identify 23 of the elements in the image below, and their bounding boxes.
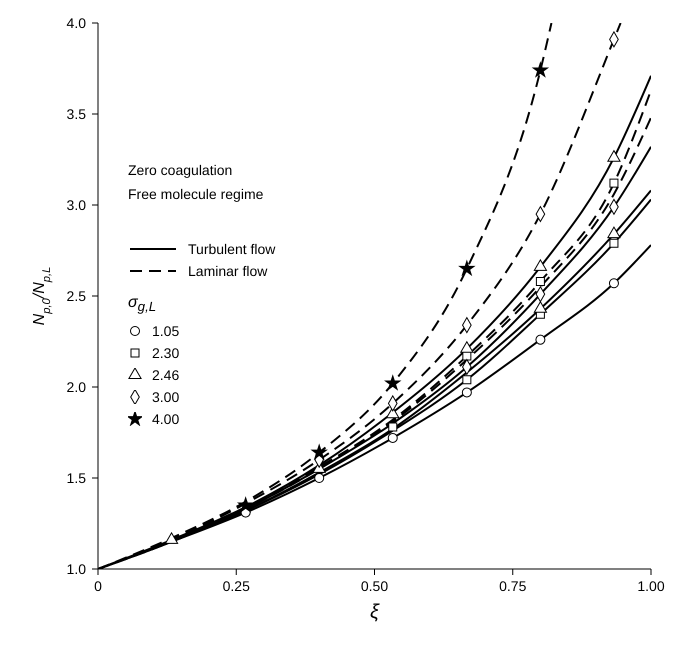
legend-label: 4.00 — [152, 411, 180, 428]
annotation: Free molecule regime — [128, 185, 264, 204]
legend-title: σ$_{g,L}$ — [128, 294, 158, 314]
y-tick-label: 3.0 — [66, 197, 86, 213]
legend-label: Turbulent flow — [188, 241, 276, 257]
x-tick-label: 0.75 — [499, 578, 527, 594]
x-tick-label: 0.25 — [222, 578, 250, 594]
legend-label: 3.00 — [152, 389, 180, 406]
x-tick-label: 1.00 — [637, 578, 665, 594]
x-axis-title: ξ — [370, 601, 380, 623]
y-tick-label: 1.5 — [66, 470, 86, 486]
y-tick-label: 2.0 — [66, 379, 86, 395]
y-tick-label: 2.5 — [66, 288, 86, 304]
x-tick-label: 0 — [94, 578, 102, 594]
y-tick-label: 3.5 — [66, 106, 86, 122]
y-tick-label: 1.0 — [66, 561, 86, 577]
x-tick-label: 0.50 — [360, 578, 388, 594]
legend-label: 2.46 — [152, 367, 180, 384]
annotation: Zero coagulation — [128, 161, 234, 180]
legend-label: Laminar flow — [188, 263, 268, 279]
legend-label: 1.05 — [152, 323, 180, 340]
y-tick-label: 4.0 — [66, 15, 86, 31]
legend-label: 2.30 — [152, 345, 180, 362]
